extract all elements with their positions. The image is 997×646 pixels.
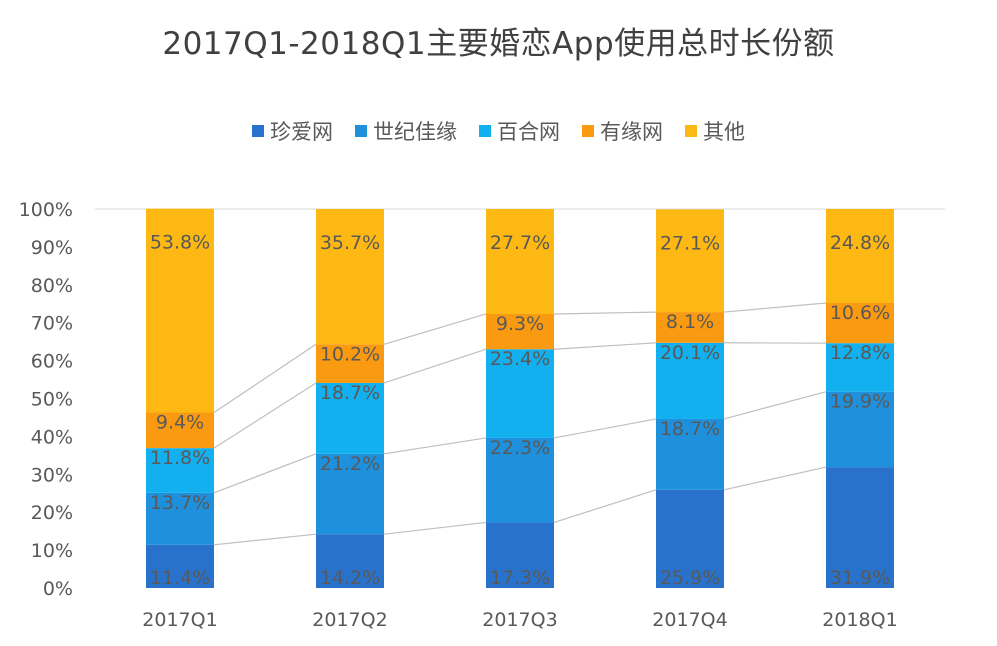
data-label: 17.3% (490, 567, 550, 589)
legend-label: 世纪佳缘 (373, 120, 457, 144)
series-line (723, 466, 827, 491)
x-category-label: 2017Q4 (652, 609, 727, 631)
data-label: 23.4% (490, 348, 550, 370)
bar-segment (486, 209, 554, 314)
bar-segment (486, 437, 554, 523)
x-category-label: 2018Q1 (822, 609, 897, 631)
series-line (723, 302, 827, 313)
bar-segment (316, 382, 384, 454)
legend-swatch (685, 125, 697, 137)
legend-label: 百合网 (497, 120, 560, 144)
chart-title: 2017Q1-2018Q1主要婚恋App使用总时长份额 (162, 26, 835, 62)
data-label: 22.3% (490, 437, 550, 459)
legend-item-other: 其他 (685, 116, 745, 146)
data-label: 18.7% (320, 382, 380, 404)
bar-segment (146, 544, 214, 588)
legend-swatch (355, 125, 367, 137)
bar-segment (146, 492, 214, 545)
y-tick-label: 40% (31, 426, 73, 448)
bar-segment (146, 412, 214, 449)
y-tick-label: 0% (43, 578, 73, 600)
series-line (383, 348, 487, 384)
x-category-label: 2017Q3 (482, 609, 557, 631)
data-label: 10.2% (320, 343, 380, 365)
legend-label: 珍爱网 (270, 120, 333, 144)
y-tick-label: 50% (31, 389, 73, 411)
data-label: 21.2% (320, 453, 380, 475)
data-label: 9.4% (156, 412, 204, 434)
bar-segment (826, 209, 894, 303)
data-label: 31.9% (830, 567, 890, 589)
legend: 珍爱网 世纪佳缘 百合网 有缘网 其他 (0, 116, 997, 146)
data-label: 24.8% (830, 232, 890, 254)
y-tick-label: 10% (31, 540, 73, 562)
data-label: 53.8% (150, 232, 210, 254)
data-label: 35.7% (320, 232, 380, 254)
data-label: 12.8% (830, 342, 890, 364)
x-category-label: 2017Q1 (142, 609, 217, 631)
bar-segment (316, 344, 384, 383)
legend-item-zhenai: 珍爱网 (252, 116, 333, 146)
legend-swatch (252, 125, 264, 137)
data-label: 10.6% (830, 302, 890, 324)
y-tick-label: 30% (31, 464, 73, 486)
legend-swatch (479, 125, 491, 137)
bar-segment (486, 349, 554, 438)
series-line (213, 453, 317, 494)
x-category-label: 2017Q2 (312, 609, 387, 631)
bar-segment (316, 209, 384, 345)
data-label: 19.9% (830, 391, 890, 413)
bar-segment (826, 302, 894, 344)
legend-item-jiayuan: 世纪佳缘 (355, 116, 457, 146)
bar-segment (316, 534, 384, 588)
data-label: 25.9% (660, 567, 720, 589)
legend-item-baihe: 百合网 (479, 116, 560, 146)
legend-label: 有缘网 (600, 120, 663, 144)
bar-segment (826, 467, 894, 588)
data-label: 27.1% (660, 232, 720, 254)
y-tick-label: 20% (31, 502, 73, 524)
bar-segment (316, 453, 384, 535)
series-line (213, 533, 317, 546)
series-line (553, 311, 657, 315)
bar-segment (826, 343, 894, 392)
bar-segment (146, 208, 214, 413)
data-label: 11.8% (150, 447, 210, 469)
data-label: 13.7% (150, 492, 210, 514)
series-line (553, 489, 657, 524)
y-tick-label: 100% (19, 199, 73, 221)
series-line (383, 437, 487, 455)
bar-segment (486, 313, 554, 350)
data-label: 27.7% (490, 232, 550, 254)
y-tick-label: 60% (31, 351, 73, 373)
bar-segment (146, 448, 214, 493)
data-label: 11.4% (150, 567, 210, 589)
legend-swatch (582, 125, 594, 137)
series-line (553, 342, 657, 350)
bar-segment (656, 489, 724, 588)
data-label: 14.2% (320, 567, 380, 589)
legend-item-youyuan: 有缘网 (582, 116, 663, 146)
bar-segment (656, 342, 724, 419)
data-label: 8.1% (666, 311, 714, 333)
bar-segment (656, 209, 724, 313)
series-line (723, 391, 827, 420)
data-label: 20.1% (660, 342, 720, 364)
series-line (213, 343, 317, 414)
data-label: 9.3% (496, 313, 544, 335)
bar-segment (656, 418, 724, 490)
series-line (383, 521, 487, 535)
series-line (213, 382, 317, 449)
series-line (553, 418, 657, 439)
y-tick-label: 70% (31, 313, 73, 335)
data-label: 18.7% (660, 418, 720, 440)
y-tick-label: 90% (31, 237, 73, 259)
series-line (383, 313, 487, 345)
bar-segment (656, 312, 724, 343)
legend-label: 其他 (703, 120, 745, 144)
bar-segment (486, 522, 554, 588)
y-tick-label: 80% (31, 275, 73, 297)
bar-segment (826, 391, 894, 468)
